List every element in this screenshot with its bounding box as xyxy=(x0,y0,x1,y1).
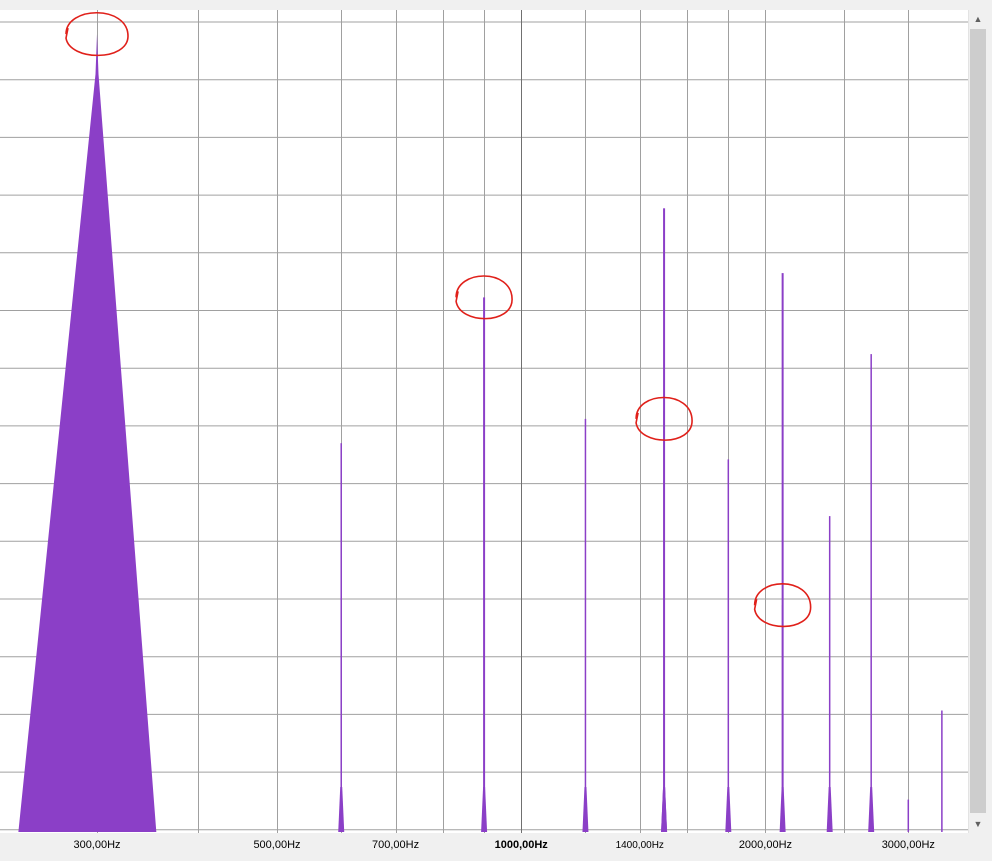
annotation-circle xyxy=(455,275,513,320)
spectrum-peak xyxy=(828,516,831,832)
scroll-up-arrow-icon[interactable]: ▲ xyxy=(973,14,983,24)
x-tick-label: 1000,00Hz xyxy=(494,839,548,851)
x-tick-label: 500,00Hz xyxy=(253,839,301,851)
spectrum-peak xyxy=(941,710,943,832)
annotation-circle xyxy=(753,583,812,628)
spectrum-peak-foot xyxy=(826,787,833,832)
spectrum-peak xyxy=(907,799,910,832)
spectrum-peak xyxy=(584,418,587,832)
scrollbar-thumb[interactable] xyxy=(970,29,986,813)
spectrum-peak-fundamental xyxy=(18,34,157,832)
spectrum-chart xyxy=(0,10,968,833)
spectrum-peak-foot xyxy=(661,787,668,832)
x-tick-label: 300,00Hz xyxy=(73,839,121,851)
spectrum-peak xyxy=(663,410,665,832)
x-tick-label: 1400,00Hz xyxy=(615,840,664,851)
x-tick-label: 700,00Hz xyxy=(371,839,420,851)
annotation-layer xyxy=(65,11,812,628)
plot-area xyxy=(0,10,968,833)
spectrum-peak-foot xyxy=(481,787,488,832)
x-tick-label: 2000,00Hz xyxy=(738,839,793,851)
spectrum-peak-foot xyxy=(338,787,345,832)
spectrum-peak xyxy=(781,273,784,833)
annotation-circle xyxy=(65,11,129,57)
annotation-circle xyxy=(635,396,693,441)
x-tick-label: 3000,00Hz xyxy=(881,839,935,851)
spectrum-peak-foot xyxy=(725,787,732,832)
spectrum-peak xyxy=(781,605,784,832)
spectrum-peak xyxy=(483,297,486,832)
scroll-down-arrow-icon[interactable]: ▼ xyxy=(973,819,983,829)
bar-layer xyxy=(18,34,943,833)
spectrum-peak-foot xyxy=(582,787,589,832)
x-axis: 200,00Hz300,00Hz500,00Hz700,00Hz1000,00H… xyxy=(0,833,968,861)
spectrum-peak xyxy=(870,354,872,832)
vertical-scrollbar[interactable]: ▲ ▼ xyxy=(968,10,987,833)
spectrum-peak-foot xyxy=(868,787,875,832)
spectrum-peak xyxy=(727,459,730,832)
spectrum-peak xyxy=(340,443,342,832)
